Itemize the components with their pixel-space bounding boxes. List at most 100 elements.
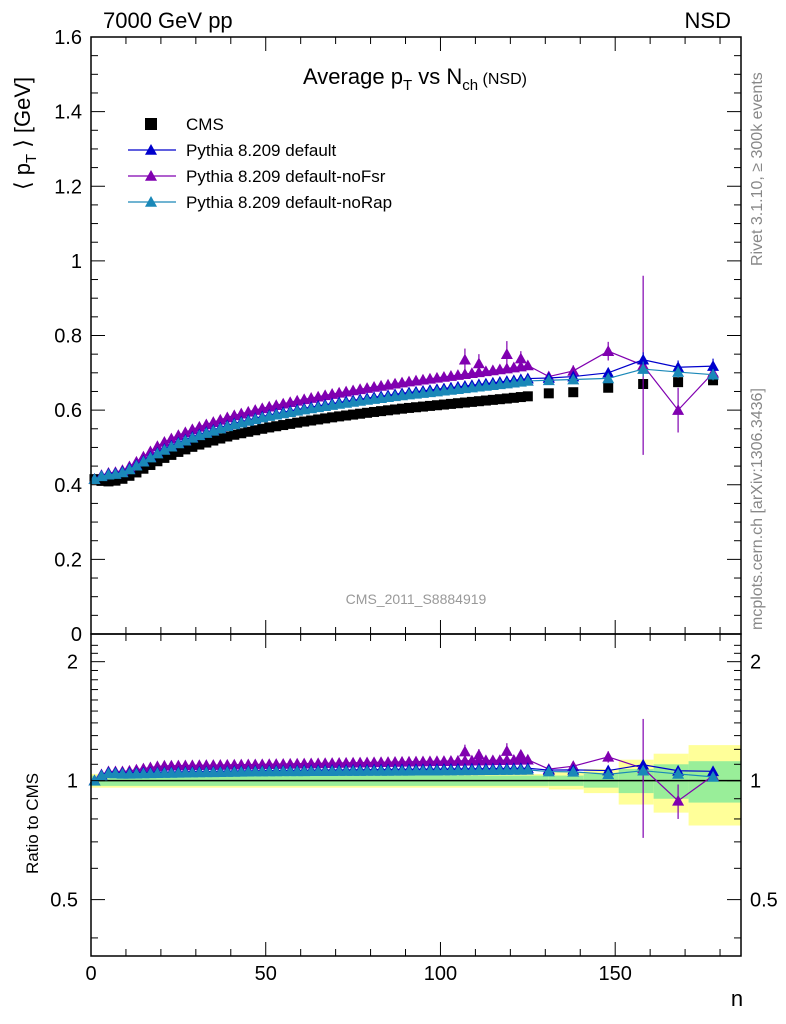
cms-point [397, 403, 408, 414]
cms-point [292, 417, 303, 428]
x-tick-label: 50 [255, 963, 277, 985]
cms-point [159, 452, 170, 463]
cms-point [431, 400, 442, 411]
legend-label: Pythia 8.209 default [186, 141, 337, 160]
cms-point [131, 467, 142, 478]
cms-point [285, 418, 296, 429]
y-tick-label: 1.4 [54, 102, 82, 124]
point-noRap [172, 437, 185, 449]
legend-label: Pythia 8.209 default-noRap [186, 193, 392, 212]
point-noFsr [521, 359, 534, 371]
cms-point [229, 429, 240, 440]
cms-point [299, 416, 310, 427]
y-tick-label: 1.6 [54, 27, 82, 49]
side-text-top: Rivet 3.1.10, ≥ 300k events [749, 72, 766, 266]
legend-label: Pythia 8.209 default-noFsr [186, 167, 386, 186]
cms-point [138, 463, 149, 474]
cms-point [208, 435, 219, 446]
watermark: CMS_2011_S8884919 [346, 591, 487, 607]
ratio-plot-frame [90, 633, 742, 957]
y-tick-label: 1 [71, 251, 82, 273]
cms-point [445, 398, 456, 409]
cms-point [313, 414, 324, 425]
cms-point [438, 399, 449, 410]
cms-point [383, 405, 394, 416]
cms-point [103, 476, 114, 487]
cms-point [257, 423, 268, 434]
cms-point [348, 409, 359, 420]
point-noRap [521, 374, 534, 386]
legend-marker-cms [145, 118, 157, 130]
ratio-point-noRap [521, 763, 534, 775]
cms-point [515, 392, 526, 403]
cms-point [243, 426, 254, 437]
cms-point [320, 413, 331, 424]
ratio-axis-label: Ratio to CMS [23, 773, 42, 874]
point-noRap [116, 466, 129, 478]
y-tick-label: 0.6 [54, 400, 82, 422]
cms-point [222, 431, 233, 442]
cms-point [376, 406, 387, 417]
point-noFsr [151, 440, 164, 452]
cms-point [152, 456, 163, 467]
cms-point [411, 402, 421, 413]
point-noRap [130, 459, 143, 471]
point-noRap [137, 455, 150, 467]
cms-point [355, 408, 366, 419]
cms-point [494, 394, 505, 405]
point-noRap [179, 434, 192, 446]
y-tick-label: 0 [71, 624, 82, 646]
cms-point [271, 421, 282, 432]
header-right: NSD [685, 8, 731, 33]
cms-point [543, 388, 554, 399]
legend-label: CMS [186, 115, 224, 134]
ratio-point-noFsr [521, 753, 534, 765]
cms-point [501, 393, 512, 404]
legend-marker [145, 196, 157, 207]
plot-title: Average pT vs Nch (NSD) [303, 64, 527, 94]
ratio-y-tick-label: 0.5 [50, 890, 78, 912]
cms-point [264, 422, 275, 433]
cms-point [117, 473, 128, 484]
y-tick-label: 1.2 [54, 176, 82, 198]
y-tick-label: 0.4 [54, 475, 82, 497]
point-noRap [151, 447, 164, 459]
ratio-y-tick-label-right: 2 [750, 652, 761, 674]
cms-point [424, 400, 435, 411]
cms-point [417, 401, 428, 412]
cms-point [124, 470, 135, 481]
cms-point [215, 433, 226, 444]
point-noRap [144, 451, 157, 463]
cms-point [466, 396, 477, 407]
x-axis-label: n [731, 986, 743, 1011]
cms-point [480, 395, 491, 406]
legend-marker [145, 144, 157, 155]
point-noFsr [158, 435, 171, 447]
cms-point [306, 415, 317, 426]
cms-point [508, 392, 519, 403]
series-line-default [94, 359, 714, 480]
legend-marker [145, 170, 157, 181]
point-noRap [165, 440, 178, 452]
cms-point [568, 387, 579, 398]
point-noFsr [172, 429, 185, 441]
cms-point [194, 439, 205, 450]
cms-point [452, 398, 463, 409]
cms-point [522, 391, 533, 402]
x-tick-label: 150 [599, 963, 632, 985]
cms-point [334, 411, 345, 422]
x-tick-label: 100 [424, 963, 457, 985]
point-noRap [158, 443, 171, 455]
point-noFsr [165, 432, 178, 444]
cms-point [390, 404, 401, 415]
ratio-y-tick-label-right: 0.5 [750, 890, 778, 912]
ratio-y-tick-label-right: 1 [750, 771, 761, 793]
x-tick-label: 0 [85, 963, 96, 985]
ratio-y-tick-label: 1 [67, 771, 78, 793]
cms-point [369, 406, 380, 417]
cms-point [278, 420, 289, 431]
series-line-noFsr [94, 350, 714, 480]
legend: CMS Pythia 8.209 default Pythia 8.209 defa… [128, 115, 392, 212]
point-noFsr [179, 426, 192, 438]
